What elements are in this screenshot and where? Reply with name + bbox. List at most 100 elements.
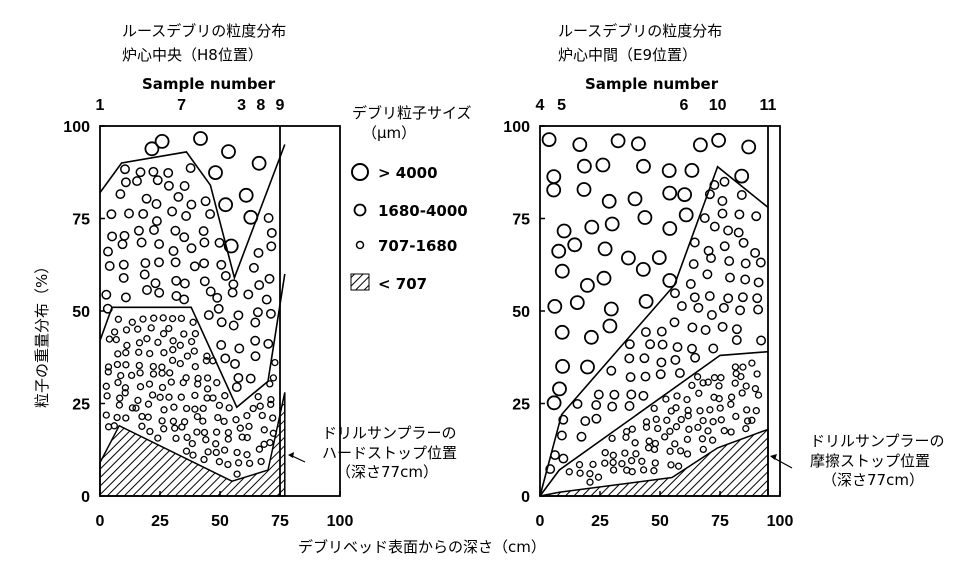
chart-left-particle-small (146, 349, 154, 358)
chart-left-particle-medium (120, 177, 131, 188)
chart-left-particle-medium (205, 209, 216, 220)
chart-right-particle-medium (753, 277, 764, 288)
chart-left-particle-small (199, 404, 207, 413)
chart-left-particle-small (160, 425, 168, 433)
chart-left-particle-medium (149, 225, 159, 235)
chart-left-particle-small (269, 429, 277, 437)
chart-right-particle-medium (640, 371, 651, 382)
chart-left-particle-medium (163, 180, 174, 191)
chart-left-particle-medium (250, 351, 261, 362)
chart-left-particle-small (212, 448, 220, 457)
chart-left-particle-small (169, 346, 177, 354)
chart-right-particle-medium (735, 305, 746, 316)
chart-right-axes: 0 25 50 75 100 0 25 50 75 100 (503, 119, 793, 530)
chart-right-particle-small (628, 468, 636, 476)
chart-right-particle-large (711, 132, 726, 148)
chart-right-particle-small (754, 391, 763, 399)
chart-left-particle-small (139, 315, 147, 323)
chart-right-particle-medium (674, 368, 685, 379)
chart-right-particle-small (683, 435, 692, 444)
chart-right-particle-small (727, 400, 735, 408)
chart-left-particle-small (203, 352, 211, 360)
chart-left-x-tick-label: 25 (151, 513, 169, 530)
chart-left-particle-large (251, 155, 267, 171)
chart-right-particle-small (738, 389, 746, 397)
chart-right-particle-small (708, 436, 717, 444)
chart-left-particle-medium (227, 287, 238, 298)
chart-right-particle-small (753, 370, 761, 378)
chart-left-particle-large (223, 238, 239, 254)
chart-left-axes: 0 25 50 75 100 0 25 50 75 100 (63, 119, 353, 530)
chart-left-particle-medium (264, 273, 275, 284)
chart-right-particle-large (555, 358, 570, 374)
chart-right-particle-medium (709, 221, 720, 232)
chart-right-particle-medium (626, 389, 637, 400)
chart-left-plot-area (99, 131, 286, 497)
chart-right-particle-large (552, 381, 567, 397)
chart-left-particle-small (178, 423, 186, 431)
chart-right-particle-small (727, 393, 736, 401)
chart-right-particle-medium (717, 208, 728, 219)
chart-right-particle-small (671, 440, 679, 448)
chart-left-particle-small (145, 380, 154, 388)
chart-right-particle-medium (706, 253, 716, 264)
chart-left-particle-medium (136, 237, 147, 248)
chart-left-particle-small (220, 417, 228, 426)
chart-left-particle-small (180, 330, 188, 338)
chart-right-particle-medium (737, 292, 748, 303)
chart-right-particle-small (706, 406, 714, 414)
chart-left-particle-medium (138, 208, 149, 219)
chart-right-particle-small (677, 415, 685, 424)
chart-left-particle-small (167, 378, 175, 386)
chart-left-particle-medium (245, 373, 256, 384)
chart-left-particle-small (266, 380, 274, 388)
chart-right-sample-number: 6 (680, 97, 689, 114)
chart-right-particle-large (627, 191, 643, 207)
chart-left-particle-medium (250, 335, 261, 346)
legend-label-large: > 4000 (378, 164, 438, 182)
chart-right-particle-large (546, 169, 562, 185)
chart-left-particle-medium (212, 292, 223, 303)
chart-left-particle-small (183, 352, 192, 360)
chart-left-particle-small (138, 412, 146, 421)
chart-right-particle-small (586, 470, 594, 478)
chart-right-particle-small (737, 372, 745, 381)
chart-left-particle-large (218, 197, 234, 213)
chart-right-particle-large (651, 250, 667, 266)
chart-left-particle-medium (135, 167, 146, 178)
chart-right-particle-small (693, 373, 702, 381)
legend-label-medium: 1680-4000 (378, 202, 468, 220)
chart-right-y-tick-label: 75 (512, 212, 530, 229)
chart-right-particle-medium (750, 247, 761, 258)
chart-left-particle-small (135, 361, 143, 370)
chart-left-particle-medium (179, 294, 190, 305)
chart-right-particle-small (601, 449, 609, 457)
chart-right-sample-labels: 4 5 6 10 11 (536, 97, 777, 114)
chart-right-particle-medium (706, 310, 717, 320)
chart-right-x-tick-label: 100 (767, 513, 794, 530)
chart-left-particle-small (136, 369, 144, 377)
chart-left-particle-small (165, 324, 173, 333)
chart-left-particle-small (113, 360, 122, 369)
chart-left-particle-medium (150, 278, 161, 289)
chart-left-particle-small (220, 446, 229, 454)
chart-left-particle-medium (106, 209, 117, 220)
chart-right-particle-small (673, 392, 681, 400)
chart-left-particle-medium (118, 259, 129, 270)
chart-left-particle-small (144, 400, 153, 408)
chart-right-particle-medium (740, 274, 751, 285)
chart-left-particle-small (243, 411, 251, 420)
chart-left-particle-medium (216, 259, 227, 270)
chart-left-particle-small (177, 314, 186, 323)
chart-right-particle-small (666, 447, 674, 455)
chart-right-y-tick-label: 0 (521, 489, 530, 506)
chart-left-particle-small (105, 335, 114, 343)
chart-right-particle-small (685, 425, 693, 433)
chart-right-particle-medium (719, 241, 730, 252)
chart-left-particle-small (199, 417, 207, 425)
chart-right-particle-large (597, 241, 613, 257)
chart-right-particle-medium (656, 357, 667, 368)
chart-right-particle-large (554, 324, 570, 340)
chart-right-particle-medium (572, 398, 583, 409)
